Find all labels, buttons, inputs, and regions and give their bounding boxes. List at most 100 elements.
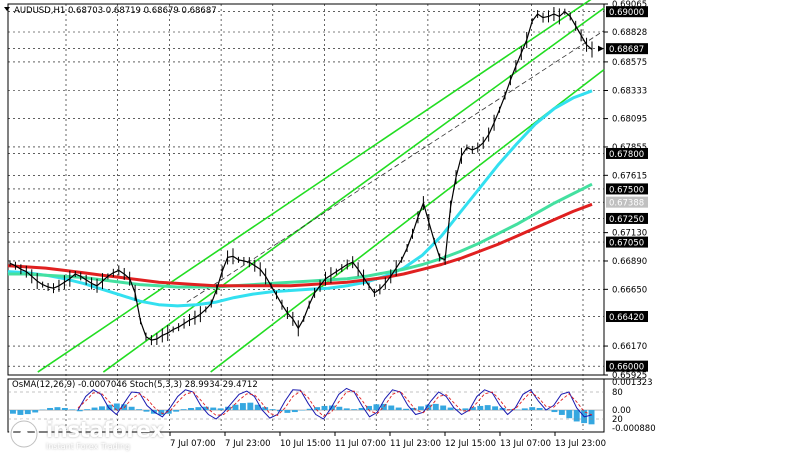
- oscillator-axis-label: -0.000880: [612, 424, 656, 434]
- osma-bar: [269, 409, 276, 411]
- main-plot-frame: [7, 3, 605, 376]
- osma-bar: [403, 408, 410, 411]
- osma-bar: [336, 406, 343, 411]
- price-tick-label: 0.68575: [612, 58, 647, 68]
- dropdown-triangle-icon[interactable]: [4, 7, 10, 11]
- level-label: 0.68687: [609, 45, 644, 55]
- osma-bar: [225, 406, 232, 411]
- level-badge: [606, 236, 648, 248]
- osma-bar: [529, 407, 536, 411]
- price-tick-label: 0.66650: [612, 285, 647, 295]
- osma-bar: [358, 407, 365, 411]
- moving-average-line: [8, 182, 593, 289]
- osma-bar: [128, 406, 135, 411]
- time-axis: 7 Jul 07:00 7 Jul 23:00 10 Jul 15:00 11 Jul…: [8, 431, 606, 449]
- osma-bar: [247, 402, 254, 411]
- price-tick-label: 0.66890: [612, 257, 647, 267]
- price-tick-label: 0.65925: [612, 371, 647, 381]
- osma-bar: [254, 404, 261, 411]
- osma-bar: [239, 403, 246, 411]
- grid: [7, 3, 605, 430]
- moving-average-line: [7, 202, 593, 288]
- oscillator-axis-label: 80: [612, 388, 623, 398]
- osma-bar: [588, 410, 595, 425]
- level-badge: [606, 183, 648, 195]
- osma-bar: [506, 409, 513, 411]
- level-label: 0.67800: [609, 150, 644, 160]
- channel-line: [102, 7, 605, 373]
- level-label: 0.67250: [609, 215, 644, 225]
- oscillator-title: OsMA(12,26,9) -0.0007046 Stoch(5,3,3) 28…: [12, 380, 258, 390]
- level-label: 0.67050: [609, 239, 644, 249]
- oscillator-axis-label: 0.001323: [612, 378, 653, 388]
- osma-bar: [99, 406, 105, 411]
- osma-bar: [573, 410, 580, 422]
- osma-bar: [24, 410, 31, 415]
- channel-line: [37, 0, 592, 373]
- osma-bar: [232, 404, 239, 411]
- logo-mark-icon: [9, 419, 39, 449]
- level-badge: [606, 360, 648, 372]
- last-price-arrow-icon: [598, 45, 604, 52]
- chart-title: AUDUSD,H1 0.68703 0.68719 0.68679 0.6868…: [14, 6, 217, 16]
- price-axis: 0.69065 0.68828 0.68575 0.68333 0.68095 0.678…: [604, 0, 648, 381]
- price-tick-label: 0.69065: [612, 0, 647, 10]
- osma-bar: [76, 410, 83, 412]
- osma-bar: [410, 407, 417, 411]
- osma-bar: [291, 410, 298, 413]
- time-tick-label: 11 Jul 07:00: [335, 439, 386, 449]
- time-tick-label: 7 Jul 23:00: [225, 439, 271, 449]
- osma-bar: [32, 410, 39, 413]
- osma-bar: [328, 405, 335, 411]
- osma-bar: [47, 407, 54, 411]
- osma-bar: [484, 405, 491, 411]
- osma-bar: [10, 410, 16, 414]
- osma-bar: [455, 409, 461, 411]
- osma-bar: [143, 410, 150, 412]
- oscillator-axis-label: 20: [612, 415, 623, 425]
- level-badge: [606, 43, 648, 55]
- osma-bar: [462, 408, 469, 411]
- price-tick-label: 0.67615: [612, 171, 647, 181]
- osma-bar: [314, 407, 321, 411]
- osma-bar: [188, 407, 194, 411]
- price-tick-label: 0.68095: [612, 115, 647, 125]
- time-tick-label: 13 Jul 23:00: [555, 439, 606, 449]
- osma-bar: [106, 404, 113, 411]
- osma-bar: [536, 407, 543, 411]
- osma-bar: [373, 404, 380, 411]
- osma-bar: [425, 404, 432, 411]
- level-label: 0.67388: [609, 199, 644, 209]
- osma-bar: [262, 407, 269, 411]
- stoch-main-line: [77, 387, 593, 420]
- osma-bar: [69, 409, 76, 411]
- osma-bar: [180, 409, 187, 411]
- dashed-trend-line: [186, 30, 605, 303]
- osma-bar: [388, 405, 395, 411]
- trend-channel-lines: [37, 0, 605, 373]
- osma-bar: [91, 407, 98, 411]
- time-tick-label: 12 Jul 15:00: [445, 439, 496, 449]
- level-label: 0.67500: [609, 185, 644, 195]
- osma-bar: [447, 407, 454, 411]
- price-tick-label: 0.66170: [612, 342, 647, 352]
- level-badge: [606, 311, 648, 323]
- moving-average-lines: [7, 89, 593, 308]
- osma-bar: [558, 410, 565, 415]
- osma-bar: [136, 409, 143, 411]
- osma-bar: [366, 405, 372, 411]
- level-label: 0.66000: [609, 363, 644, 373]
- osma-bar: [17, 410, 24, 415]
- level-badge: [606, 6, 648, 18]
- stoch-signal-line: [77, 390, 593, 417]
- osma-bar: [113, 403, 120, 411]
- price-line: [9, 11, 593, 341]
- oscillator-axis-label: 0.00: [612, 406, 631, 416]
- osma-bar: [284, 410, 291, 413]
- level-badge: [606, 147, 648, 159]
- price-series: [9, 7, 604, 346]
- price-tick-label: 0.68828: [612, 28, 647, 38]
- logo-tagline: Instant Forex Trading: [46, 442, 131, 451]
- osma-bar: [306, 408, 313, 411]
